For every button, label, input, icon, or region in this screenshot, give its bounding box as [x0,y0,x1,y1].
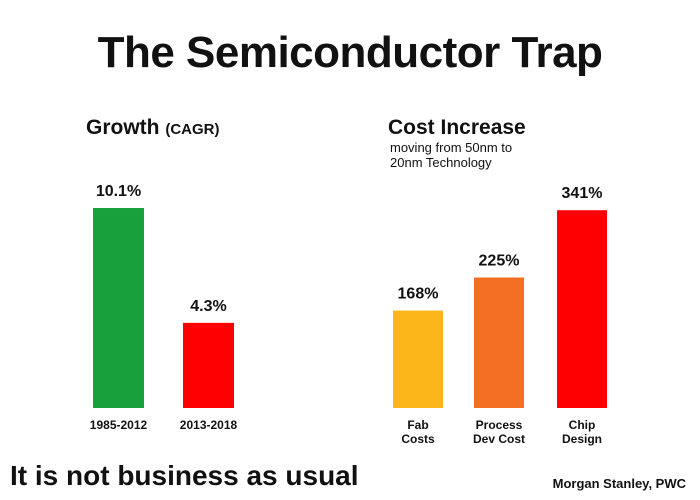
category-label: Process [476,418,523,432]
value-label: 225% [479,253,520,270]
category-label: Fab [407,418,428,432]
growth-chart: 10.1% 1985-2012 4.3% 2013-2018 [90,183,238,432]
source-credit: Morgan Stanley, PWC [552,476,686,491]
category-label: Dev Cost [473,432,525,446]
growth-chart-title: Growth (CAGR) [86,116,220,140]
category-label: Chip [569,418,596,432]
cost-chart-subtitle: moving from 50nm to 20nm Technology [390,140,512,170]
growth-title-main: Growth [86,116,160,139]
bar-chip-design [557,210,607,408]
cost-subtitle-line-1: moving from 50nm to [390,140,513,155]
value-label: 4.3% [190,298,226,315]
cost-chart-title: Cost Increase [388,116,526,139]
growth-title-suffix: (CAGR) [165,121,220,138]
category-label: Design [562,432,602,446]
bar-fab-costs [393,310,443,408]
bar-process-dev-cost [474,277,524,408]
bar-2013-2018 [183,322,234,408]
cost-subtitle-line-2: 20nm Technology [390,155,492,170]
bar-1985-2012 [93,208,144,408]
value-label: 341% [562,185,603,202]
value-label: 168% [398,286,439,303]
tagline: It is not business as usual [10,460,359,491]
page-title: The Semiconductor Trap [97,28,603,77]
category-label: 1985-2012 [90,418,148,432]
category-label: 2013-2018 [180,418,238,432]
value-label: 10.1% [96,183,141,200]
category-label: Costs [401,432,435,446]
